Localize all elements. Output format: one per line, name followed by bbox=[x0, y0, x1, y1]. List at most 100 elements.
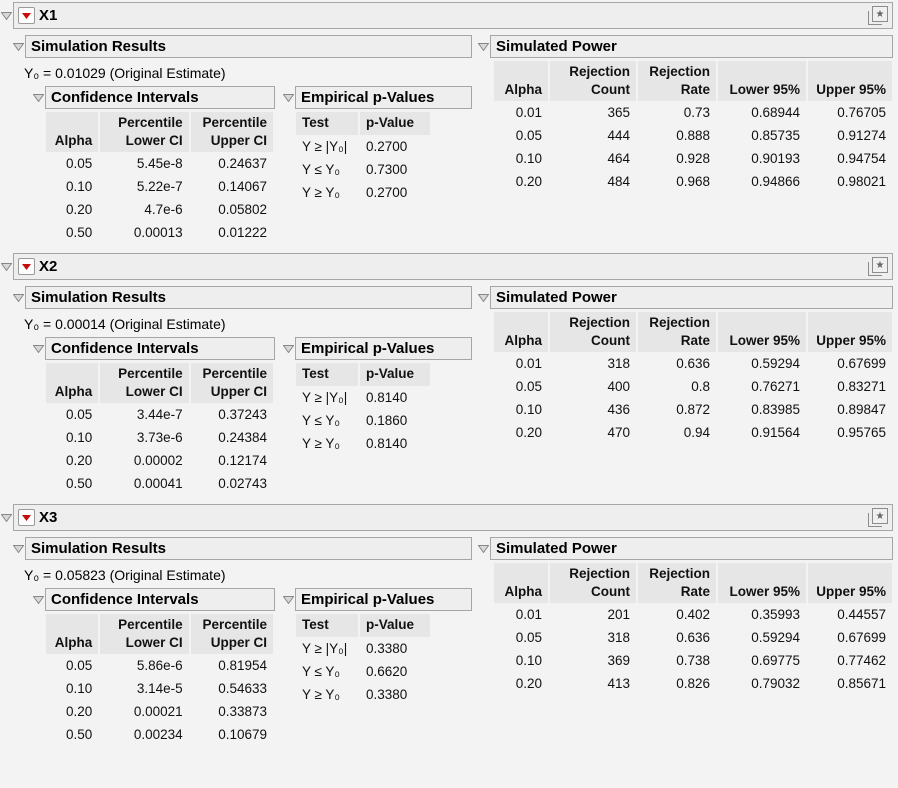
table-cell: 0.33873 bbox=[191, 700, 273, 723]
table-cell: 0.12174 bbox=[191, 449, 273, 472]
outline-bar-x1[interactable]: X1 ★ bbox=[13, 2, 893, 29]
table-cell: Y ≥ Y₀ bbox=[296, 432, 358, 455]
table-cell: 0.83985 bbox=[718, 398, 806, 421]
outline-row-x1: X1 ★ bbox=[0, 2, 898, 29]
simulated-power-panel: Simulated Power AlphaRejection CountReje… bbox=[472, 286, 898, 495]
disclosure-triangle-icon[interactable] bbox=[282, 345, 295, 353]
disclosure-triangle-icon[interactable] bbox=[477, 545, 490, 553]
outline-bar-confidence-intervals[interactable]: Confidence Intervals bbox=[45, 337, 275, 360]
table-row: 0.204700.940.915640.95765 bbox=[494, 421, 892, 444]
table-cell: 0.3380 bbox=[360, 637, 430, 660]
table-cell: 0.05 bbox=[494, 375, 548, 398]
section-title: X1 bbox=[39, 7, 57, 24]
table-cell: 0.50 bbox=[46, 723, 98, 746]
table-cell: 0.05802 bbox=[191, 198, 273, 221]
disclosure-triangle-icon[interactable] bbox=[12, 545, 25, 553]
column-header: Alpha bbox=[494, 61, 548, 101]
table-cell: 0.67699 bbox=[808, 352, 892, 375]
table-cell: 4.7e-6 bbox=[100, 198, 188, 221]
table-cell: 0.76705 bbox=[808, 101, 892, 124]
table-cell: 0.98021 bbox=[808, 170, 892, 193]
outline-bar-confidence-intervals[interactable]: Confidence Intervals bbox=[45, 86, 275, 109]
panel-title: Simulated Power bbox=[496, 289, 617, 306]
outline-row-confidence-intervals: Confidence Intervals bbox=[32, 588, 275, 611]
disclosure-triangle-icon[interactable] bbox=[0, 12, 13, 20]
table-cell: 0.00013 bbox=[100, 221, 188, 244]
panel-title: Empirical p-Values bbox=[301, 340, 434, 357]
column-header: Percentile Upper CI bbox=[191, 112, 273, 152]
disclosure-triangle-icon[interactable] bbox=[282, 596, 295, 604]
table-cell: 0.24384 bbox=[191, 426, 273, 449]
disclosure-triangle-icon[interactable] bbox=[32, 94, 45, 102]
outline-bar-simulation-results[interactable]: Simulation Results bbox=[25, 35, 472, 58]
table-cell: 0.05 bbox=[46, 654, 98, 677]
star-icon: ★ bbox=[872, 257, 888, 273]
simulated-power-panel: Simulated Power AlphaRejection CountReje… bbox=[472, 537, 898, 746]
table-cell: 0.94 bbox=[638, 421, 716, 444]
column-header: Rejection Count bbox=[550, 312, 636, 352]
table-cell: 0.90193 bbox=[718, 147, 806, 170]
outline-bar-simulated-power[interactable]: Simulated Power bbox=[490, 286, 893, 309]
table-cell: Y ≥ Y₀ bbox=[296, 181, 358, 204]
disclosure-triangle-icon[interactable] bbox=[32, 345, 45, 353]
empirical-pvalues-panel: Empirical p-Values Testp-Value Y ≥ |Y₀|0… bbox=[282, 588, 472, 706]
outline-bar-simulation-results[interactable]: Simulation Results bbox=[25, 286, 472, 309]
red-triangle-menu-button[interactable] bbox=[18, 7, 35, 24]
empirical-pvalues-table: Testp-Value Y ≥ |Y₀|0.3380Y ≤ Y₀0.6620Y … bbox=[294, 614, 432, 706]
disclosure-triangle-icon[interactable] bbox=[477, 43, 490, 51]
red-triangle-menu-button[interactable] bbox=[18, 509, 35, 526]
disclosure-triangle-icon[interactable] bbox=[32, 596, 45, 604]
outline-bar-empirical-pvalues[interactable]: Empirical p-Values bbox=[295, 337, 472, 360]
bookmark-star-icon[interactable]: ★ bbox=[867, 257, 888, 276]
table-cell: 0.01 bbox=[494, 101, 548, 124]
column-header: Alpha bbox=[46, 363, 98, 403]
table-cell: 3.14e-5 bbox=[100, 677, 188, 700]
column-header: Percentile Lower CI bbox=[100, 363, 188, 403]
disclosure-triangle-icon[interactable] bbox=[12, 43, 25, 51]
table-row: 0.500.002340.10679 bbox=[46, 723, 273, 746]
table-row: 0.012010.4020.359930.44557 bbox=[494, 603, 892, 626]
table-cell: 0.00002 bbox=[100, 449, 188, 472]
confidence-intervals-panel: Confidence Intervals AlphaPercentile Low… bbox=[32, 588, 275, 746]
panel-title: Confidence Intervals bbox=[51, 89, 199, 106]
simulation-results-panel: Simulation Results Y₀ = 0.00014 (Origina… bbox=[0, 286, 472, 495]
disclosure-triangle-icon[interactable] bbox=[282, 94, 295, 102]
disclosure-triangle-icon[interactable] bbox=[12, 294, 25, 302]
outline-bar-x3[interactable]: X3 ★ bbox=[13, 504, 893, 531]
table-cell: 0.94754 bbox=[808, 147, 892, 170]
outline-bar-simulation-results[interactable]: Simulation Results bbox=[25, 537, 472, 560]
outline-bar-simulated-power[interactable]: Simulated Power bbox=[490, 537, 893, 560]
bookmark-star-icon[interactable]: ★ bbox=[867, 6, 888, 25]
confidence-intervals-table: AlphaPercentile Lower CIPercentile Upper… bbox=[44, 614, 275, 746]
outline-bar-empirical-pvalues[interactable]: Empirical p-Values bbox=[295, 86, 472, 109]
table-cell: 0.44557 bbox=[808, 603, 892, 626]
table-cell: 5.86e-6 bbox=[100, 654, 188, 677]
table-cell: 484 bbox=[550, 170, 636, 193]
section-x3: X3 ★ Simulation Results Y₀ = 0.05823 (Or… bbox=[0, 504, 898, 746]
simulated-power-table: AlphaRejection CountRejection RateLower … bbox=[492, 61, 894, 193]
column-header: Percentile Upper CI bbox=[191, 363, 273, 403]
column-header: p-Value bbox=[360, 112, 430, 135]
outline-bar-simulated-power[interactable]: Simulated Power bbox=[490, 35, 893, 58]
table-cell: 0.68944 bbox=[718, 101, 806, 124]
table-cell: Y ≥ |Y₀| bbox=[296, 135, 358, 158]
outline-bar-x2[interactable]: X2 ★ bbox=[13, 253, 893, 280]
table-cell: 0.95765 bbox=[808, 421, 892, 444]
table-header-row: AlphaRejection CountRejection RateLower … bbox=[494, 312, 892, 352]
simulation-results-panel: Simulation Results Y₀ = 0.01029 (Origina… bbox=[0, 35, 472, 244]
column-header: Lower 95% bbox=[718, 563, 806, 603]
outline-bar-confidence-intervals[interactable]: Confidence Intervals bbox=[45, 588, 275, 611]
outline-bar-empirical-pvalues[interactable]: Empirical p-Values bbox=[295, 588, 472, 611]
disclosure-triangle-icon[interactable] bbox=[0, 514, 13, 522]
table-row: 0.204840.9680.948660.98021 bbox=[494, 170, 892, 193]
bookmark-star-icon[interactable]: ★ bbox=[867, 508, 888, 527]
table-cell: 0.20 bbox=[46, 700, 98, 723]
panel-title: Simulated Power bbox=[496, 38, 617, 55]
disclosure-triangle-icon[interactable] bbox=[0, 263, 13, 271]
table-cell: 0.54633 bbox=[191, 677, 273, 700]
table-cell: 0.81954 bbox=[191, 654, 273, 677]
table-cell: 0.24637 bbox=[191, 152, 273, 175]
disclosure-triangle-icon[interactable] bbox=[477, 294, 490, 302]
table-cell: 0.14067 bbox=[191, 175, 273, 198]
red-triangle-menu-button[interactable] bbox=[18, 258, 35, 275]
